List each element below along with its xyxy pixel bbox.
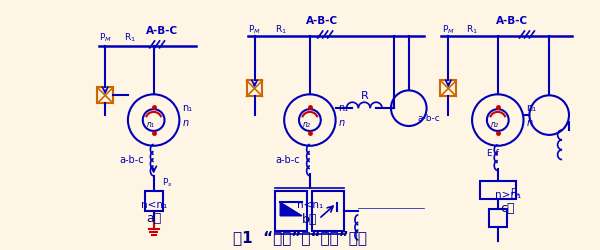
Bar [440, 81, 456, 97]
Text: n₁: n₁ [182, 103, 193, 113]
Bar [489, 209, 506, 227]
Text: P$_s$: P$_s$ [510, 186, 521, 198]
Text: a-b-c: a-b-c [119, 154, 144, 164]
Text: 图1  “单馈”与“双馈”电机: 图1 “单馈”与“双馈”电机 [233, 229, 367, 244]
Text: R$_1$: R$_1$ [466, 23, 478, 36]
Text: n<n₁: n<n₁ [297, 199, 323, 209]
Text: c）: c） [500, 201, 515, 214]
Bar [480, 182, 515, 199]
Text: P$_M$: P$_M$ [442, 23, 455, 36]
Text: P$_M$: P$_M$ [248, 23, 261, 36]
Text: n₁: n₁ [526, 103, 536, 113]
Text: n: n [338, 118, 344, 128]
Text: n: n [182, 118, 188, 128]
Text: A-B-C: A-B-C [305, 16, 338, 26]
Text: n₁: n₁ [147, 119, 155, 128]
Text: n₂: n₂ [303, 119, 311, 128]
Text: P$_M$: P$_M$ [99, 32, 112, 44]
Text: n<n₁: n<n₁ [140, 199, 167, 209]
Text: b）: b） [302, 212, 317, 225]
Bar [275, 192, 307, 231]
Bar [97, 88, 113, 104]
Text: P$_s$: P$_s$ [162, 176, 173, 188]
Text: n₂: n₂ [491, 119, 499, 128]
Text: a-b-c: a-b-c [276, 154, 301, 164]
Text: n: n [526, 118, 533, 128]
Text: a-b-c: a-b-c [417, 114, 440, 122]
Text: R: R [361, 91, 368, 101]
Text: a）: a） [146, 211, 161, 224]
Polygon shape [280, 202, 302, 216]
Text: A-B-C: A-B-C [145, 26, 178, 36]
Text: A-B-C: A-B-C [496, 16, 527, 26]
Text: n>n₁: n>n₁ [494, 190, 521, 200]
Text: E f: E f [487, 148, 499, 157]
Text: n₁: n₁ [338, 103, 349, 113]
Bar [247, 81, 262, 97]
Text: R$_1$: R$_1$ [275, 23, 287, 36]
Bar [312, 192, 344, 231]
Text: R$_1$: R$_1$ [124, 32, 136, 44]
Bar [145, 192, 163, 211]
